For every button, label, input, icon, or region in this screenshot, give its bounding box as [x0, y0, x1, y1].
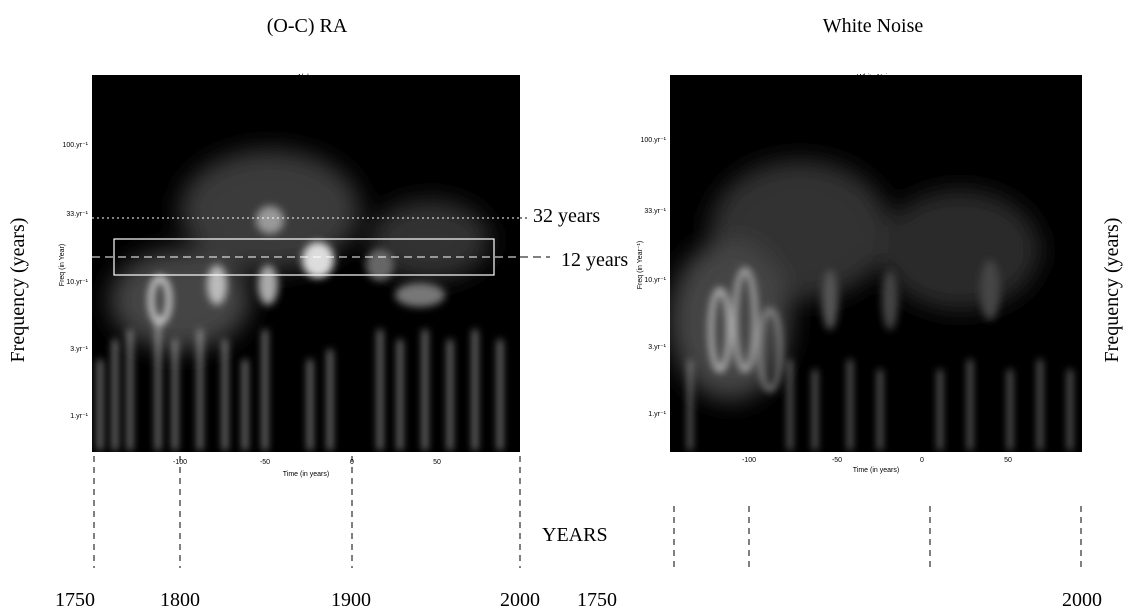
- tick-label: 100.yr⁻¹: [641, 137, 667, 144]
- x-ticks: -100 -50 0 50: [742, 457, 1012, 464]
- tick-label: -50: [260, 459, 270, 466]
- x-label: Time (in years): [283, 471, 329, 478]
- y-ticks: 100.yr⁻¹ 33.yr⁻¹ 10.yr⁻¹ 3.yr⁻¹ 1.yr⁻¹: [63, 142, 89, 420]
- tick-label: -100: [173, 459, 187, 466]
- spectrogram: [92, 75, 520, 452]
- year-label: 1900: [331, 589, 371, 611]
- tick-label: 1.yr⁻¹: [648, 411, 666, 418]
- tick-label: 33.yr⁻¹: [644, 208, 666, 215]
- tick-label: 50: [433, 459, 441, 466]
- tick-label: 0: [920, 457, 924, 464]
- tick-label: 3.yr⁻¹: [648, 344, 666, 351]
- tick-label: 50: [1004, 457, 1012, 464]
- tick-label: -100: [742, 457, 756, 464]
- y-label: Freq (in Year): [59, 244, 66, 286]
- center-label: YEARS: [542, 524, 608, 546]
- side-label: Frequency (years): [1101, 218, 1123, 363]
- heading: (O-C) RA: [267, 15, 348, 37]
- year-label: 1750: [55, 589, 95, 611]
- y-ticks: 100.yr⁻¹ 33.yr⁻¹ 10.yr⁻¹ 3.yr⁻¹ 1.yr⁻¹: [641, 137, 667, 418]
- year-guides: [93, 456, 1082, 568]
- highlight-box: [113, 238, 495, 276]
- tick-label: 100.yr⁻¹: [63, 142, 89, 149]
- year-label: 1750: [577, 589, 617, 611]
- y-label: Freq (in Year⁻¹): [637, 241, 644, 289]
- x-ticks: -100 -50 0 50: [173, 459, 441, 466]
- tick-label: 0: [350, 459, 354, 466]
- annotation: 12 years: [561, 249, 628, 271]
- tick-label: 10.yr⁻¹: [66, 279, 88, 286]
- panel-title: Alpha: [297, 74, 315, 81]
- tick-label: 3.yr⁻¹: [70, 346, 88, 353]
- tick-label: 33.yr⁻¹: [66, 211, 88, 218]
- heading: White Noise: [823, 15, 924, 37]
- spectrogram: [670, 75, 1082, 452]
- panel-title: White Noise: [857, 74, 895, 81]
- year-label: 2000: [500, 589, 540, 611]
- tick-label: 1.yr⁻¹: [70, 413, 88, 420]
- year-label: 1800: [160, 589, 200, 611]
- annotation: 32 years: [533, 205, 600, 227]
- year-label: 2000: [1062, 589, 1102, 611]
- tick-label: -50: [832, 457, 842, 464]
- side-label: Frequency (years): [7, 218, 29, 363]
- tick-label: 10.yr⁻¹: [644, 277, 666, 284]
- x-label: Time (in years): [853, 467, 899, 474]
